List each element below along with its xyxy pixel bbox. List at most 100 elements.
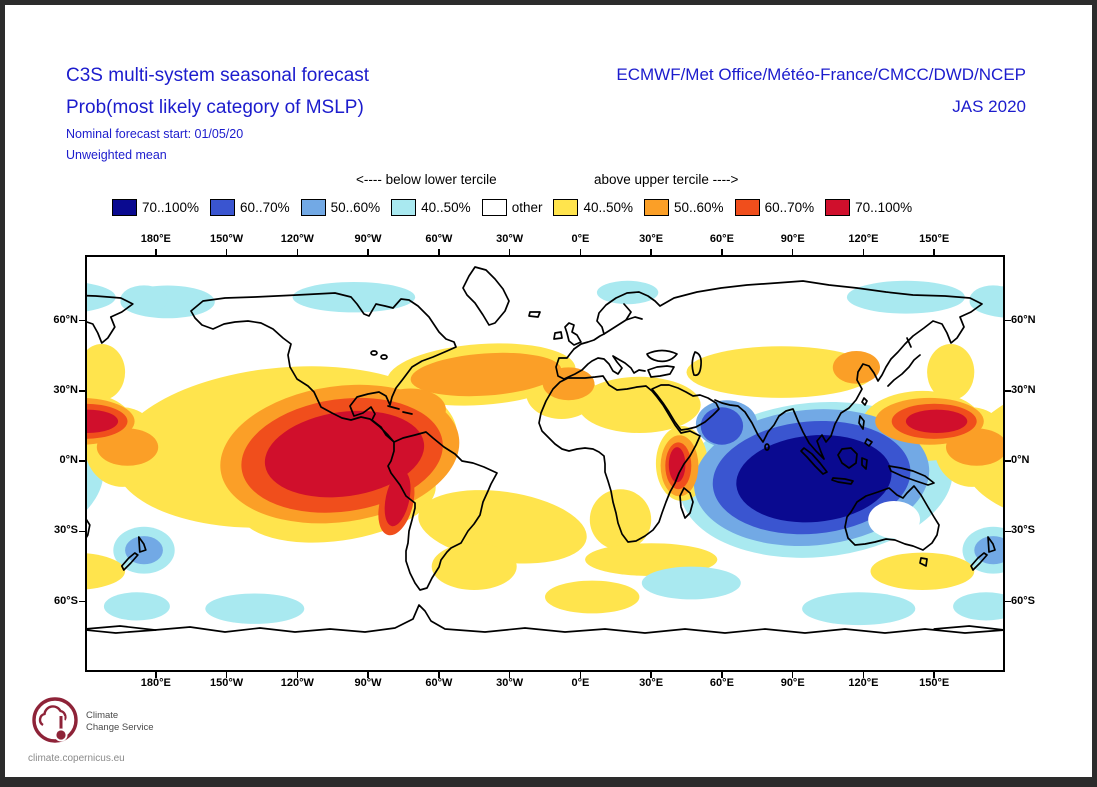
lon-label-bottom: 90°W: [354, 677, 382, 689]
coast-new-guinea: [888, 465, 935, 486]
legend-label: 40..50%: [421, 200, 471, 215]
page-title-line1: C3S multi-system seasonal forecast: [66, 65, 370, 86]
lon-label-top: 120°W: [280, 233, 314, 245]
legend-label: 60..70%: [764, 200, 815, 215]
coast-antarctica: [85, 604, 1005, 634]
mean-type-label: Unweighted mean: [66, 148, 167, 162]
lon-label-top: 150°E: [919, 233, 950, 245]
map-frame: [85, 255, 1005, 672]
lon-label-bottom: 150°E: [919, 677, 950, 689]
legend-swatch: [825, 199, 851, 216]
coast-baltic: [603, 303, 643, 335]
title-block: C3S multi-system seasonal forecast Prob(…: [66, 60, 369, 166]
region-southern-africa-warm: [589, 489, 652, 551]
legend-item-below-1: 60..70%: [210, 199, 290, 216]
axis-tick: [225, 249, 228, 255]
legend-swatch: [210, 199, 236, 216]
axis-tick: [508, 249, 511, 255]
lon-label-top: 120°E: [848, 233, 879, 245]
region-ross-sea-cool: [103, 592, 170, 621]
region-wpac-warm-core: [85, 409, 119, 433]
lon-label-top: 30°W: [496, 233, 524, 245]
lon-label-bottom: 120°W: [280, 677, 314, 689]
lon-label-top: 150°W: [209, 233, 244, 245]
lon-label-top: 30°E: [639, 233, 664, 245]
lon-label-top: 180°E: [140, 233, 171, 245]
page-title-line2: Prob(most likely category of MSLP): [66, 97, 364, 118]
axis-tick: [367, 672, 369, 678]
legend-label: 70..100%: [142, 200, 200, 215]
legend-label: 40..50%: [583, 200, 634, 215]
region-ne-china-warm-mid: [832, 351, 881, 384]
legend-swatch: [734, 199, 760, 216]
axis-tick: [438, 672, 440, 678]
axis-tick: [225, 672, 228, 678]
region-peru-coast-warm-core: [384, 471, 411, 527]
legend-item-above-8: 70..100%: [825, 199, 912, 216]
coast-iberia-mediterranean: [555, 348, 646, 380]
coast-eurasia: [573, 280, 983, 460]
coast-sulawesi: [861, 457, 868, 470]
region-horn-africa-warm-core: [668, 447, 686, 483]
coast-arabia: [651, 384, 720, 431]
coast-sumatra: [800, 447, 828, 475]
coast-iceland: [528, 311, 541, 318]
legend-below-tercile-label: <---- below lower tercile: [356, 172, 497, 187]
lat-label-left: 0°N: [59, 454, 78, 467]
axis-tick: [933, 249, 935, 255]
logo-text: Climate Change Service: [86, 710, 154, 733]
legend-item-below-3: 40..50%: [391, 199, 471, 216]
legend-label: 50..60%: [330, 200, 381, 215]
lake-huron-erie: [380, 354, 388, 360]
coast-tasmania: [919, 557, 928, 567]
region-central-asia-warm: [686, 346, 876, 398]
forecast-start-label: Nominal forecast start: 01/05/20: [66, 127, 244, 141]
coast-madagascar: [679, 487, 694, 519]
coast-uk: [564, 322, 582, 346]
axis-tick: [650, 672, 652, 678]
lat-label-right: 60°N: [1011, 313, 1036, 326]
region-wpac-north-warm: [85, 344, 126, 401]
coast-philippines: [858, 415, 873, 447]
lon-label-bottom: 150°W: [209, 677, 244, 689]
region-ross-sea-cool: [953, 592, 1005, 621]
axis-tick: [1005, 460, 1011, 462]
region-arctic-canada-cool: [292, 282, 416, 313]
color-legend: 70..100% 60..70% 50..60% 40..50% other 40..50…: [112, 199, 912, 216]
coastlines: [85, 266, 1005, 634]
axis-tick: [862, 249, 865, 255]
region-middle-east-warm: [578, 376, 701, 433]
producing-centres-label: ECMWF/Met Office/Météo-France/CMCC/DWD/N…: [616, 65, 1026, 84]
region-indian-ocean-cool-core: [736, 435, 892, 523]
coast-new-zealand: [970, 536, 996, 571]
coast-caribbean-islands: [387, 405, 413, 415]
region-wpac-warm-core: [905, 409, 968, 433]
axis-tick: [579, 249, 582, 255]
region-north-atlantic-warm-mid: [410, 352, 562, 397]
lat-label-right: 60°S: [1011, 594, 1035, 607]
legend-label: 70..100%: [855, 200, 913, 215]
legend-swatch: [300, 199, 326, 216]
axis-tick: [862, 672, 865, 678]
coast-black-sea: [646, 349, 678, 363]
coast-sri-lanka: [764, 443, 770, 451]
axis-tick: [155, 249, 157, 255]
world-map-area: [85, 255, 1005, 672]
coast-south-america: [387, 431, 498, 591]
legend-label: other: [511, 200, 543, 215]
lat-label-right: 30°S: [1011, 524, 1035, 537]
region-south-indian-cool: [641, 566, 741, 600]
legend-item-above-6: 50..60%: [644, 199, 724, 216]
legend-swatch: [112, 199, 137, 216]
coast-north-america: [190, 292, 457, 443]
axis-tick: [721, 249, 723, 255]
lon-label-bottom: 60°E: [709, 677, 734, 689]
axis-tick: [79, 390, 85, 392]
legend-label: 50..60%: [674, 200, 724, 215]
coast-taiwan: [861, 397, 868, 406]
lon-label-top: 90°W: [354, 233, 382, 245]
lon-label-top: 90°E: [780, 233, 805, 245]
axis-tick: [79, 530, 85, 533]
world-map: [85, 255, 1005, 672]
